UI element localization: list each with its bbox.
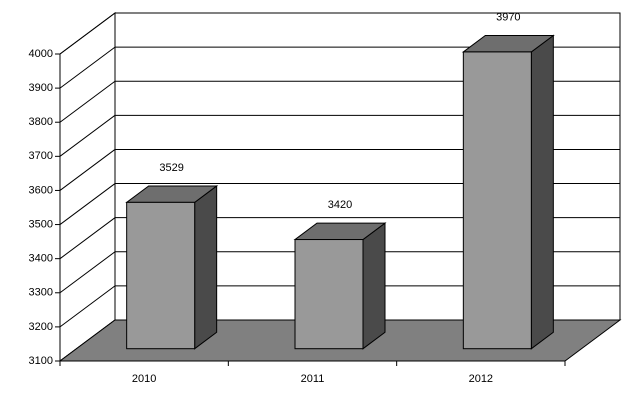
grid-line bbox=[59, 217, 116, 260]
x-tick-label: 2011 bbox=[301, 373, 325, 385]
x-tick-label: 2010 bbox=[132, 373, 156, 385]
y-tick-label: 3700 bbox=[29, 150, 53, 162]
value-label: 3970 bbox=[496, 11, 520, 23]
y-tick-label: 3200 bbox=[29, 321, 53, 333]
bar-side bbox=[362, 222, 386, 350]
bar bbox=[294, 239, 364, 350]
y-tick-label: 3300 bbox=[29, 287, 53, 299]
grid-line bbox=[59, 80, 116, 123]
bar-side bbox=[194, 184, 218, 350]
y-tick-label: 4000 bbox=[29, 48, 53, 60]
grid-line bbox=[59, 46, 116, 89]
bar bbox=[462, 51, 532, 350]
bar bbox=[126, 201, 196, 350]
grid-line bbox=[59, 149, 116, 191]
y-tick-label: 3800 bbox=[29, 116, 53, 128]
y-tick-label: 3900 bbox=[29, 82, 53, 94]
y-tick-label: 3500 bbox=[29, 218, 53, 230]
y-tick-label: 3400 bbox=[29, 253, 53, 265]
grid-line bbox=[59, 12, 116, 55]
x-tick-label: 2012 bbox=[469, 373, 493, 385]
y-tick-label: 3100 bbox=[29, 355, 53, 367]
value-label: 3529 bbox=[159, 162, 183, 174]
grid-line bbox=[59, 251, 116, 294]
grid-line bbox=[59, 183, 116, 225]
side-wall bbox=[59, 12, 116, 362]
grid-line bbox=[59, 285, 116, 328]
bar-side bbox=[530, 34, 554, 350]
y-tick-label: 3600 bbox=[29, 184, 53, 196]
grid-line bbox=[59, 114, 116, 157]
value-label: 3420 bbox=[328, 199, 352, 211]
